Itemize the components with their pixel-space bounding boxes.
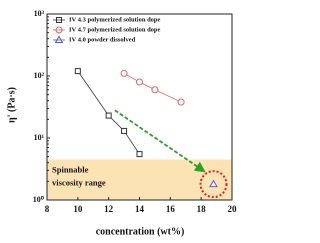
series-line <box>77 70 140 155</box>
marker <box>74 68 81 75</box>
annotation: Spinnable <box>52 164 89 174</box>
x-tick-label: 16 <box>166 204 176 214</box>
series-line <box>123 73 182 103</box>
trend-arrow <box>114 109 206 173</box>
x-axis-label: concentration (wt%) <box>96 226 185 237</box>
x-tick-label: 18 <box>197 204 207 214</box>
legend-label: IV 4.7 polymerized solution dope <box>69 26 161 33</box>
marker <box>136 78 143 86</box>
marker <box>177 98 185 106</box>
x-tick-label: 10 <box>73 204 83 214</box>
marker <box>121 127 128 134</box>
y-axis-label: η' (Pa·s) <box>6 87 17 123</box>
x-tick-label: 12 <box>104 204 114 214</box>
marker <box>120 69 128 77</box>
y-tick-label: 10² <box>34 71 45 80</box>
y-tick-label: 10⁰ <box>33 195 45 204</box>
x-tick-label: 20 <box>228 204 238 214</box>
x-tick-label: 14 <box>135 204 145 214</box>
y-tick-label: 10³ <box>34 9 45 18</box>
x-tick-label: 8 <box>45 204 50 214</box>
legend-label: IV 4.3 polymerized solution dope <box>69 16 161 23</box>
marker <box>136 151 143 158</box>
chart: concentration (wt%) η' (Pa·s) Spinnable v… <box>6 9 238 237</box>
marker <box>54 35 64 43</box>
y-tick-label: 10¹ <box>34 133 45 142</box>
annotation: viscosity range <box>52 177 106 187</box>
marker <box>105 112 112 119</box>
highlight-circle <box>199 170 228 199</box>
marker <box>209 179 218 188</box>
legend-label: IV 4.0 powder dissolved <box>69 36 136 43</box>
marker <box>151 86 159 94</box>
